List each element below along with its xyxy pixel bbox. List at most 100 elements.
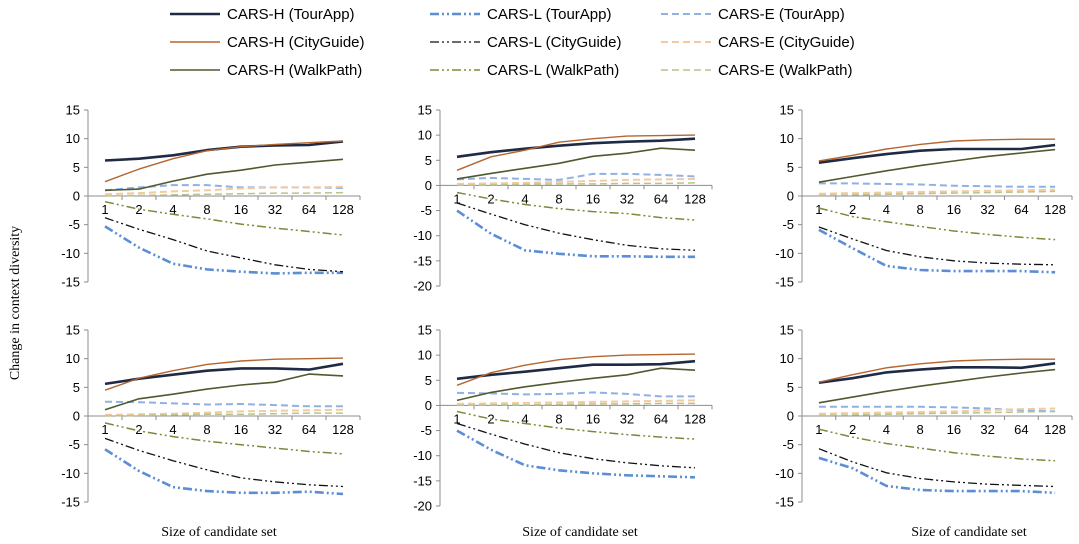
x-tick-label: 16 — [586, 411, 600, 426]
y-tick-label: -10 — [413, 448, 432, 463]
y-tick-label: 15 — [418, 103, 432, 118]
x-tick-label: 128 — [332, 202, 354, 217]
y-tick-label: -5 — [420, 203, 432, 218]
series-line-cars-l-tourapp — [456, 429, 696, 479]
y-tick-label: 0 — [73, 189, 80, 204]
y-tick-label: 10 — [418, 348, 432, 363]
y-tick-label: 0 — [425, 398, 432, 413]
x-tick-label: 8 — [203, 422, 210, 437]
series-line-cars-h-walkpath — [818, 148, 1056, 183]
x-tick-label: 32 — [620, 191, 634, 206]
x-tick-label: 128 — [684, 191, 706, 206]
series-line-cars-l-tourapp — [104, 225, 343, 275]
legend-item-cars-l-cityguide: CARS-L (CityGuide) — [430, 34, 621, 51]
x-tick-label: 16 — [947, 422, 961, 437]
y-tick-label: -5 — [68, 217, 80, 232]
y-tick-label: 15 — [66, 103, 80, 118]
series-line-cars-e-cityguide — [104, 185, 344, 196]
series-line-cars-h-tourapp — [818, 143, 1056, 164]
y-tick-label: -10 — [61, 466, 80, 481]
x-axis-title-3: Size of candidate set — [911, 525, 1027, 540]
series-line-cars-e-walkpath — [456, 182, 696, 187]
y-tick-label: 0 — [73, 409, 80, 424]
x-tick-label: 4 — [521, 191, 528, 206]
series-line-cars-e-walkpath — [818, 410, 1056, 417]
legend-label: CARS-H (TourApp) — [227, 6, 355, 23]
y-tick-label: 10 — [780, 351, 794, 366]
series-line-cars-e-cityguide — [456, 177, 696, 185]
x-tick-label: 8 — [555, 191, 562, 206]
x-tick-label: 32 — [620, 411, 634, 426]
series-line-cars-h-walkpath — [104, 158, 344, 192]
series-line-cars-l-walkpath — [818, 207, 1056, 241]
y-tick-label: 10 — [418, 128, 432, 143]
y-tick-label: -15 — [61, 495, 80, 510]
series-line-cars-l-tourapp — [456, 209, 695, 259]
y-tick-label: 5 — [787, 160, 794, 175]
series-line-cars-l-cityguide — [818, 226, 1056, 266]
series-line-cars-e-tourapp — [818, 182, 1056, 188]
series-line-cars-l-cityguide — [456, 422, 696, 469]
series-line-cars-e-walkpath — [104, 412, 343, 417]
series-line-cars-l-cityguide — [456, 202, 696, 251]
series-line-cars-h-walkpath — [818, 368, 1056, 404]
series-line-cars-h-tourapp — [456, 137, 696, 159]
y-tick-label: -20 — [413, 279, 432, 294]
series-line-cars-l-tourapp — [818, 228, 1056, 274]
x-tick-label: 128 — [1044, 422, 1066, 437]
legend-label: CARS-H (CityGuide) — [227, 34, 365, 51]
y-axis-title: Change in context diversity — [8, 226, 23, 380]
legend-item-cars-e-tourapp: CARS-E (TourApp) — [661, 6, 845, 23]
chart-panel-4: 15 10 5 0 -5 -10 -15 1 2 4 8 16 32 64 128 — [61, 323, 361, 510]
y-tick-label: 5 — [425, 373, 432, 388]
x-tick-label: 64 — [302, 202, 316, 217]
y-tick-label: -10 — [413, 228, 432, 243]
x-tick-label: 8 — [203, 202, 210, 217]
x-tick-label: 4 — [883, 422, 890, 437]
x-tick-label: 2 — [135, 422, 142, 437]
y-tick-label: -5 — [68, 437, 80, 452]
y-tick-label: -5 — [782, 437, 794, 452]
series-line-cars-l-walkpath — [104, 200, 344, 236]
legend-item-cars-h-tourapp: CARS-H (TourApp) — [170, 6, 355, 23]
series-line-cars-h-cityguide — [104, 140, 344, 183]
x-tick-label: 4 — [883, 202, 890, 217]
x-tick-label: 64 — [654, 411, 668, 426]
x-tick-label: 32 — [980, 422, 994, 437]
y-tick-label: -10 — [775, 246, 794, 261]
series-line-cars-h-tourapp — [104, 140, 344, 162]
x-tick-label: 128 — [332, 422, 354, 437]
legend-label: CARS-L (WalkPath) — [487, 62, 619, 79]
legend-label: CARS-E (WalkPath) — [718, 62, 852, 79]
series-line-cars-e-cityguide — [818, 407, 1056, 415]
series-line-cars-l-cityguide — [818, 448, 1056, 488]
x-tick-label: 16 — [947, 202, 961, 217]
series-line-cars-l-tourapp — [818, 456, 1056, 495]
series-line-cars-h-tourapp — [456, 359, 696, 381]
series-line-cars-l-walkpath — [104, 422, 344, 455]
y-tick-label: 15 — [780, 323, 794, 338]
x-tick-label: 1 — [453, 191, 460, 206]
x-tick-label: 4 — [521, 411, 528, 426]
x-tick-label: 16 — [234, 422, 248, 437]
y-tick-label: -10 — [61, 246, 80, 261]
x-axis-title-2: Size of candidate set — [522, 525, 638, 540]
charts-area: 15 10 5 0 -5 -10 -15 1 2 4 8 16 32 64 128 15 10 5 0 -5 -10 -1… — [61, 103, 1073, 514]
legend-item-cars-l-tourapp: CARS-L (TourApp) — [430, 6, 611, 23]
chart-panel-3: 15 10 5 0 -5 -10 -15 1 2 4 8 16 32 64 128 — [775, 103, 1073, 290]
y-tick-label: -5 — [782, 217, 794, 232]
x-tick-label: 32 — [268, 202, 282, 217]
series-line-cars-h-cityguide — [818, 358, 1056, 383]
legend: CARS-H (TourApp) CARS-L (TourApp) CARS-E (… — [170, 6, 855, 79]
series-line-cars-l-tourapp — [104, 448, 344, 496]
series-line-cars-e-cityguide — [104, 408, 344, 416]
series-line-cars-h-tourapp — [104, 362, 344, 386]
series-line-cars-h-cityguide — [818, 138, 1056, 162]
series-line-cars-e-tourapp — [818, 405, 1056, 413]
series-line-cars-l-cityguide — [104, 437, 344, 488]
x-tick-label: 64 — [1014, 202, 1028, 217]
